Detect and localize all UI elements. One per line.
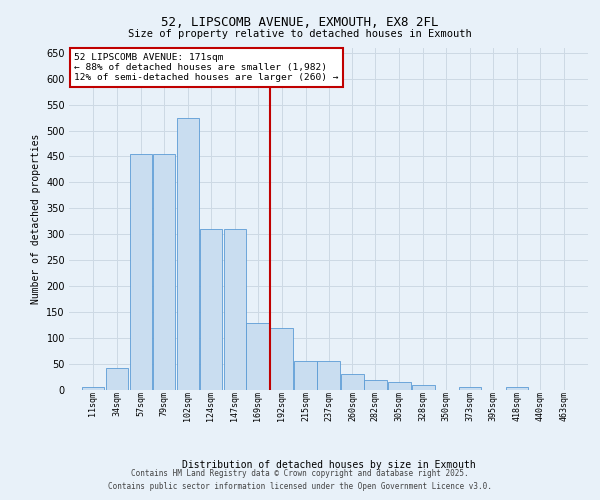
Bar	[317, 362, 340, 390]
Bar	[412, 385, 434, 390]
Text: 52, LIPSCOMB AVENUE, EXMOUTH, EX8 2FL: 52, LIPSCOMB AVENUE, EXMOUTH, EX8 2FL	[161, 16, 439, 29]
X-axis label: Distribution of detached houses by size in Exmouth: Distribution of detached houses by size …	[182, 460, 475, 470]
Bar	[152, 154, 175, 390]
Bar	[247, 322, 269, 390]
Bar	[224, 229, 246, 390]
Text: 52 LIPSCOMB AVENUE: 171sqm
← 88% of detached houses are smaller (1,982)
12% of s: 52 LIPSCOMB AVENUE: 171sqm ← 88% of deta…	[74, 52, 338, 82]
Bar	[106, 368, 128, 390]
Bar	[295, 362, 317, 390]
Bar	[341, 374, 364, 390]
Bar	[364, 380, 386, 390]
Bar	[506, 388, 529, 390]
Text: Size of property relative to detached houses in Exmouth: Size of property relative to detached ho…	[128, 29, 472, 39]
Text: Contains HM Land Registry data © Crown copyright and database right 2025.
Contai: Contains HM Land Registry data © Crown c…	[108, 469, 492, 491]
Bar	[271, 328, 293, 390]
Bar	[388, 382, 410, 390]
Bar	[200, 229, 222, 390]
Bar	[130, 154, 152, 390]
Y-axis label: Number of detached properties: Number of detached properties	[31, 134, 41, 304]
Bar	[459, 388, 481, 390]
Bar	[82, 388, 104, 390]
Bar	[176, 118, 199, 390]
